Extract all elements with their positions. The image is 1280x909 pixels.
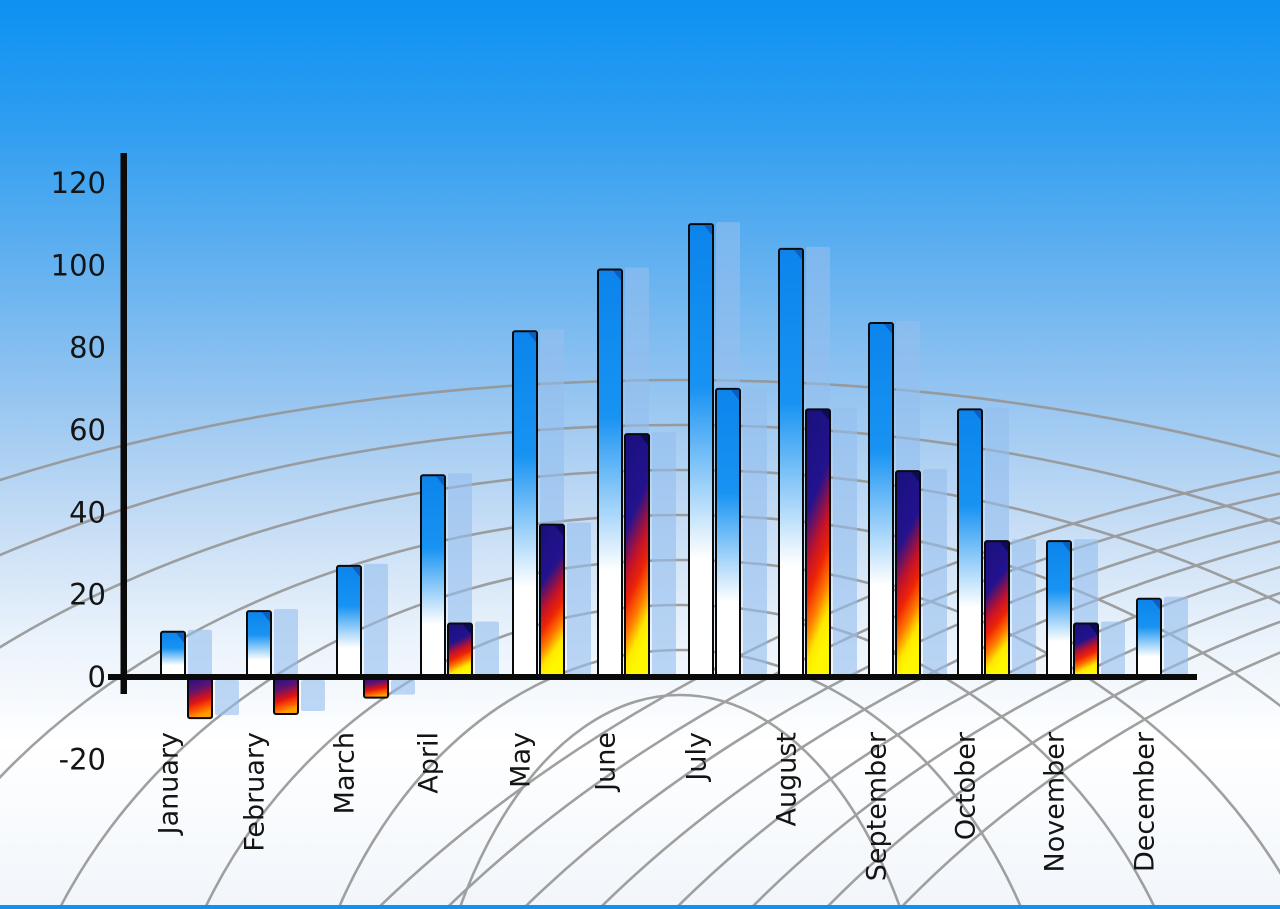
bar-may-series-1-bevel: [528, 332, 536, 343]
bar-july-series-1-bevel: [704, 225, 712, 236]
bar-june-series-1: [597, 268, 623, 678]
bar-april-series-2-bevel: [463, 624, 471, 635]
x-label-november: November: [1040, 731, 1071, 872]
x-label-october: October: [951, 731, 982, 840]
bar-march-series-1: [336, 564, 362, 679]
bar-august-series-1-bevel: [794, 249, 802, 260]
bar-shadow-july-series-2: [743, 386, 767, 679]
x-label-july: July: [682, 732, 713, 783]
bar-may-series-2: [539, 523, 565, 679]
bar-february-series-1-bevel: [262, 612, 270, 623]
bar-march-series-1-bevel: [352, 566, 360, 577]
bar-june-series-2-bevel: [640, 435, 648, 446]
y-tick-label-40: 40: [69, 495, 106, 529]
x-label-april: April: [414, 732, 445, 794]
bar-july-series-1: [688, 223, 714, 678]
y-tick-label-100: 100: [51, 248, 106, 282]
bars-layer: [160, 222, 1188, 720]
bar-august-series-2: [805, 408, 831, 678]
bar-july-series-2: [715, 387, 741, 678]
bar-shadow-march-series-2: [391, 680, 415, 695]
bar-shadow-february-series-1: [274, 609, 298, 679]
bar-february-series-1: [246, 610, 272, 679]
bar-shadow-january-series-2: [215, 680, 239, 716]
bar-march-series-2: [363, 676, 389, 699]
bar-january-series-1-bevel: [176, 632, 184, 643]
bar-shadow-april-series-2: [475, 621, 499, 679]
y-tick-label-80: 80: [69, 331, 106, 365]
bar-shadow-february-series-2: [301, 680, 325, 712]
x-axis-zero-line: [108, 674, 1197, 680]
x-label-january: January: [154, 732, 185, 836]
x-label-december: December: [1130, 731, 1161, 872]
bar-april-series-2: [447, 622, 473, 679]
bar-january-series-2: [187, 676, 213, 720]
bar-june-series-1-bevel: [613, 270, 621, 281]
perspective-grid: [0, 378, 1280, 909]
bar-shadow-december-series-1: [1164, 596, 1188, 679]
y-tick-label-120: 120: [51, 166, 106, 200]
bar-february-series-2: [273, 676, 299, 716]
y-tick-labels: 120 100 80 60 40 20 0 -20: [51, 166, 106, 776]
bar-september-series-1-bevel: [884, 323, 892, 334]
bar-shadow-november-series-2: [1101, 621, 1125, 679]
bar-september-series-1: [868, 321, 894, 678]
bar-april-series-1: [420, 474, 446, 679]
bar-april-series-1-bevel: [436, 476, 444, 487]
x-label-august: August: [772, 732, 803, 827]
bar-shadow-march-series-1: [364, 563, 388, 679]
bar-november-series-1-bevel: [1062, 542, 1070, 553]
y-tick-label--20: -20: [59, 742, 106, 776]
y-tick-label-0: 0: [88, 660, 106, 694]
x-label-june: June: [591, 732, 622, 793]
bar-december-series-1-bevel: [1152, 599, 1160, 610]
bar-september-series-2: [895, 470, 921, 679]
bar-shadow-june-series-2: [652, 432, 676, 679]
y-axis-line: [120, 153, 127, 694]
bar-november-series-1: [1046, 540, 1072, 679]
bar-august-series-2-bevel: [821, 410, 829, 421]
bar-september-series-2-bevel: [911, 472, 919, 483]
bar-august-series-1: [778, 247, 804, 679]
bar-october-series-2-bevel: [1000, 542, 1008, 553]
bar-shadow-september-series-2: [923, 469, 947, 679]
bar-may-series-1: [512, 330, 538, 678]
bar-october-series-1: [957, 408, 983, 678]
bar-november-series-2-bevel: [1089, 624, 1097, 635]
bar-shadow-august-series-2: [833, 407, 857, 679]
bar-july-series-2-bevel: [731, 389, 739, 400]
x-label-february: February: [240, 732, 271, 852]
bar-october-series-1-bevel: [973, 410, 981, 421]
bar-november-series-2: [1073, 622, 1099, 679]
x-label-may: May: [506, 732, 537, 788]
bar-shadow-october-series-2: [1012, 539, 1036, 679]
bar-june-series-2: [624, 433, 650, 678]
x-label-september: September: [862, 731, 893, 881]
bar-may-series-2-bevel: [555, 525, 563, 536]
y-tick-label-60: 60: [69, 413, 106, 447]
bar-december-series-1: [1136, 597, 1162, 679]
y-tick-label-20: 20: [69, 578, 106, 612]
bar-shadow-may-series-2: [567, 522, 591, 679]
x-category-labels: January February March April May June July Augu…: [154, 731, 1161, 881]
x-label-march: March: [330, 732, 361, 814]
bar-october-series-2: [984, 540, 1010, 679]
bar-shadow-january-series-1: [188, 629, 212, 679]
